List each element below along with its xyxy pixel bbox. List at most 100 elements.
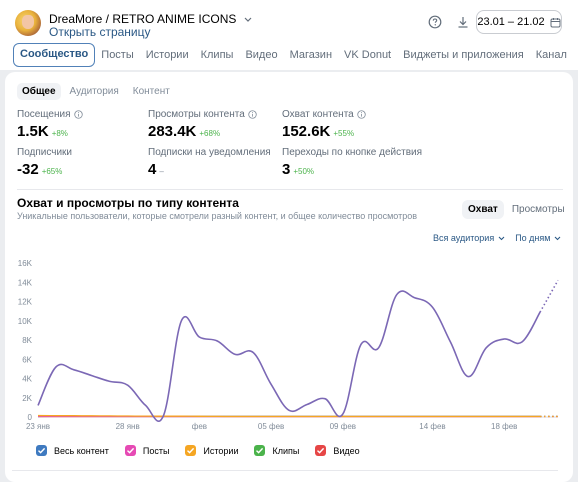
toggle-reach[interactable]: Охват — [462, 200, 504, 219]
metric-notifications-value-row: 4– — [148, 161, 271, 179]
metric-subscribers[interactable]: Подписчики -32+65% — [17, 147, 72, 179]
legend-checkbox[interactable] — [36, 445, 47, 456]
toggle-views[interactable]: Просмотры — [506, 200, 571, 219]
metric-reach[interactable]: Охват контента 152.6K+55% — [282, 109, 366, 141]
tab-channel[interactable]: Канал — [530, 44, 573, 66]
avatar[interactable] — [15, 10, 41, 36]
legend-checkbox[interactable] — [315, 445, 326, 456]
info-icon[interactable] — [74, 110, 83, 119]
x-tick-label: 23 янв — [26, 422, 50, 431]
tab-community[interactable]: Сообщество — [13, 43, 95, 67]
metric-visits-label: Посещения — [17, 109, 71, 120]
legend-all-content[interactable]: Весь контент — [36, 445, 109, 456]
header: DreaMore / RETRO ANIME ICONS Открыть стр… — [0, 0, 578, 70]
legend-posts[interactable]: Посты — [125, 445, 170, 456]
legend-checkbox[interactable] — [185, 445, 196, 456]
legend-clips[interactable]: Клипы — [254, 445, 299, 456]
metric-toggle: Охват Просмотры — [462, 200, 571, 219]
metric-notifications-label: Подписки на уведомления — [148, 147, 271, 158]
chart-title: Охват и просмотры по типу контента — [17, 196, 239, 210]
tab-posts[interactable]: Посты — [95, 44, 139, 66]
x-tick-label: 18 фев — [491, 422, 517, 431]
metric-subscribers-delta: +65% — [42, 167, 63, 176]
y-tick-label: 0 — [28, 413, 33, 422]
legend-checkbox[interactable] — [254, 445, 265, 456]
series-line — [38, 291, 540, 421]
metric-reach-value: 152.6K — [282, 123, 330, 140]
metric-visits-value: 1.5K — [17, 123, 49, 140]
tab-video[interactable]: Видео — [239, 44, 283, 66]
divider — [12, 470, 558, 471]
help-icon[interactable] — [428, 15, 442, 29]
tab-stories[interactable]: Истории — [140, 44, 195, 66]
metric-action-clicks-delta: +50% — [293, 167, 314, 176]
metric-label: Просмотры контента — [148, 109, 257, 120]
check-icon — [254, 445, 265, 456]
date-range-picker[interactable]: 23.01 – 21.02 — [476, 10, 562, 34]
metric-subscribers-value-row: -32+65% — [17, 161, 72, 179]
audience-filter[interactable]: Вся аудитория — [433, 233, 505, 243]
check-icon — [125, 445, 136, 456]
download-icon[interactable] — [456, 15, 470, 29]
metric-notifications-delta: – — [159, 167, 163, 176]
metric-visits-value-row: 1.5K+8% — [17, 123, 83, 141]
check-icon — [185, 445, 196, 456]
avatar-image — [22, 15, 34, 29]
tab-widgets-apps[interactable]: Виджеты и приложения — [397, 44, 530, 66]
metric-label: Охват контента — [282, 109, 366, 120]
metric-visits-delta: +8% — [52, 129, 68, 138]
metric-views-value-row: 283.4K+68% — [148, 123, 257, 141]
metric-views-delta: +68% — [199, 129, 220, 138]
series-line — [38, 416, 540, 417]
legend-checkbox[interactable] — [125, 445, 136, 456]
metric-reach-delta: +55% — [333, 129, 354, 138]
chart-subtitle: Уникальные пользователи, которые смотрел… — [17, 211, 417, 221]
chevron-down-icon — [554, 236, 561, 241]
metric-notifications-value: 4 — [148, 161, 156, 178]
chart-filters: Вся аудитория По дням — [433, 233, 561, 243]
open-page-link[interactable]: Открыть страницу — [49, 25, 151, 39]
series-line-forecast — [540, 280, 558, 312]
y-tick-label: 6K — [22, 355, 32, 364]
tab-vk-donut[interactable]: VK Donut — [338, 44, 397, 66]
y-tick-label: 16K — [18, 259, 33, 268]
x-tick-label: 14 фев — [419, 422, 445, 431]
tab-shop[interactable]: Магазин — [284, 44, 338, 66]
y-tick-label: 12K — [18, 298, 33, 307]
community-switcher[interactable]: DreaMore / RETRO ANIME ICONS — [49, 12, 252, 26]
metric-visits[interactable]: Посещения 1.5K+8% — [17, 109, 83, 141]
legend-stories[interactable]: Истории — [185, 445, 238, 456]
check-icon — [36, 445, 47, 456]
audience-filter-label: Вся аудитория — [433, 233, 494, 243]
legend-video[interactable]: Видео — [315, 445, 359, 456]
tab-clips[interactable]: Клипы — [195, 44, 240, 66]
metric-views[interactable]: Просмотры контента 283.4K+68% — [148, 109, 257, 141]
legend-label: Истории — [203, 446, 238, 456]
metric-subscribers-value: -32 — [17, 161, 39, 178]
chart-legend: Весь контент Посты Истории Клипы Видео — [36, 445, 360, 456]
y-tick-label: 2K — [22, 394, 32, 403]
metric-notifications[interactable]: Подписки на уведомления 4– — [148, 147, 271, 179]
x-tick-label: 28 янв — [116, 422, 140, 431]
metric-action-clicks[interactable]: Переходы по кнопке действия 3+50% — [282, 147, 422, 179]
metric-action-clicks-value: 3 — [282, 161, 290, 178]
legend-label: Посты — [143, 446, 170, 456]
subtab-general[interactable]: Общее — [17, 83, 61, 100]
calendar-icon — [550, 17, 561, 28]
metric-views-label: Просмотры контента — [148, 109, 245, 120]
info-icon[interactable] — [357, 110, 366, 119]
chevron-down-icon — [244, 17, 252, 22]
metric-views-value: 283.4K — [148, 123, 196, 140]
period-filter[interactable]: По дням — [515, 233, 561, 243]
y-tick-label: 4K — [22, 375, 32, 384]
legend-label: Видео — [333, 446, 359, 456]
info-icon[interactable] — [248, 110, 257, 119]
main-tabs: Сообщество Посты Истории Клипы Видео Маг… — [13, 43, 573, 67]
legend-label: Клипы — [272, 446, 299, 456]
metric-label: Переходы по кнопке действия — [282, 147, 422, 158]
subtab-audience[interactable]: Аудитория — [65, 83, 124, 100]
metric-label: Посещения — [17, 109, 83, 120]
subtab-content[interactable]: Контент — [128, 83, 175, 100]
